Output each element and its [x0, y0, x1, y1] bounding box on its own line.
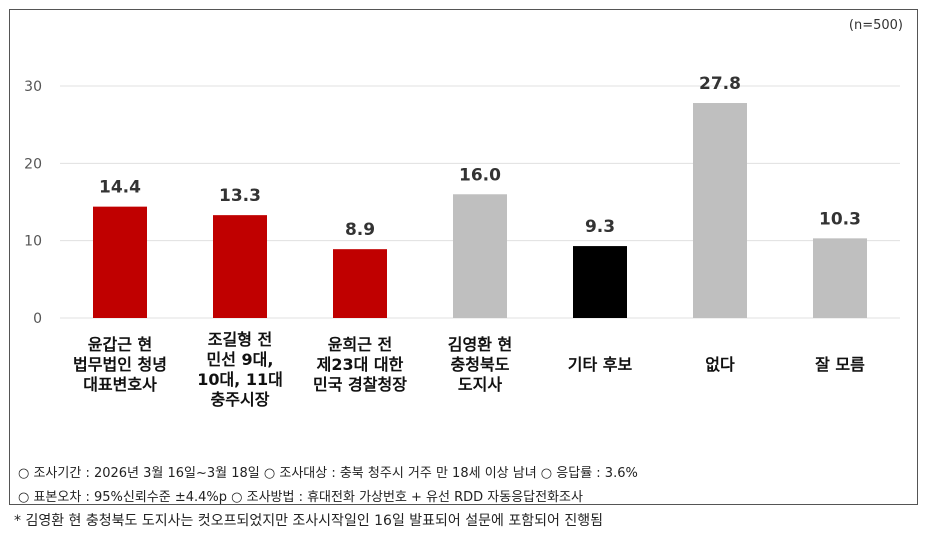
category-label: 기타 후보	[567, 355, 633, 374]
bar-2	[213, 215, 267, 318]
y-tick-label: 30	[24, 79, 42, 95]
data-label: 27.8	[699, 74, 741, 94]
data-label: 10.3	[819, 209, 861, 229]
y-tick-label: 10	[24, 234, 42, 250]
bar-5	[573, 246, 627, 318]
category-label: 김영환 현 충청북도 도지사	[447, 335, 513, 394]
category-label: 윤갑근 현 법무법인 청녕 대표변호사	[73, 335, 167, 394]
sample-size-label: (n=500)	[848, 18, 903, 33]
data-label: 8.9	[345, 220, 375, 240]
data-label: 14.4	[99, 178, 141, 198]
survey-info-line-1: ○ 조사기간 : 2026년 3월 16일~3월 18일 ○ 조사대상 : 충북…	[18, 466, 638, 481]
y-tick-label: 20	[24, 156, 42, 172]
data-label: 9.3	[585, 217, 615, 237]
bar-4	[453, 194, 507, 318]
y-tick-label: 0	[33, 311, 42, 327]
category-label: 없다	[705, 355, 735, 374]
data-label: 13.3	[219, 186, 261, 206]
category-label: 잘 모름	[815, 355, 865, 374]
bar-3	[333, 249, 387, 318]
bar-6	[693, 103, 747, 318]
bar-1	[93, 206, 147, 318]
bar-7	[813, 238, 867, 318]
category-label: 윤희근 전 제23대 대한 민국 경찰청장	[313, 335, 407, 394]
survey-info-line-2: ○ 표본오차 : 95%신뢰수준 ±4.4%p ○ 조사방법 : 휴대전화 가상…	[18, 490, 583, 505]
data-label: 16.0	[459, 165, 501, 185]
category-label: 조길형 전 민선 9대, 10대, 11대 충주시장	[197, 330, 283, 409]
footnote: * 김영환 현 충청북도 도지사는 컷오프되었지만 조사시작일인 16일 발표되…	[14, 513, 603, 529]
